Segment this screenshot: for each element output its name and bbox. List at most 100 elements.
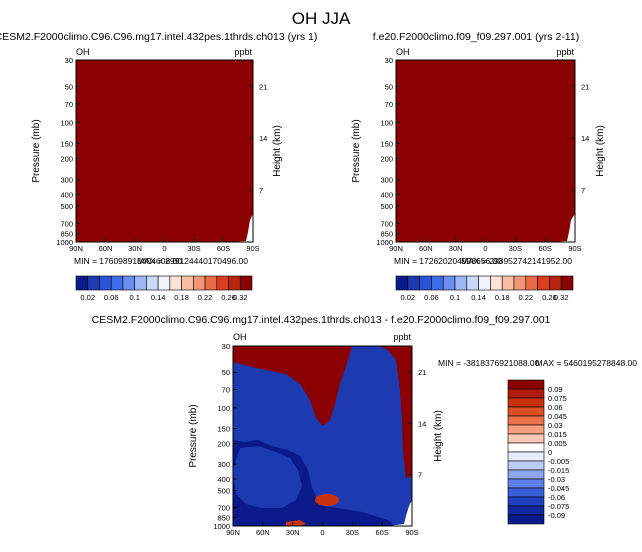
y-tick-label: 500: [60, 202, 73, 211]
y-right-tick-label: 14: [581, 134, 589, 143]
colorbar-label: 0.22: [518, 293, 533, 302]
x-tick-label: 60S: [375, 528, 388, 537]
panel-model-a: CESM2.F2000climo.C96.C96.mg17.intel.432p…: [0, 31, 317, 302]
y-tick-label: 200: [217, 439, 230, 448]
y-tick-label: 100: [380, 118, 393, 127]
panel-diff-max: MAX = 5460195278848.00: [536, 358, 638, 368]
colorbar-swatch: [395, 275, 409, 291]
panel-model-b: f.e20.F2000climo.f09_f09.297.001 (yrs 2-…: [351, 31, 606, 302]
colorbar-label: 0.26: [542, 293, 557, 302]
colorbar-label: 0.06: [548, 403, 563, 412]
colorbar-swatch: [560, 275, 574, 291]
colorbar-swatch: [507, 478, 545, 489]
colorbar-swatch: [146, 275, 159, 291]
y-tick-label: 400: [380, 190, 393, 199]
y-tick-label: 70: [65, 100, 73, 109]
y-tick-label: 200: [60, 154, 73, 163]
panel-b-title: f.e20.F2000climo.f09_f09.297.001 (yrs 2-…: [373, 31, 579, 43]
panel-diff-title: CESM2.F2000climo.C96.C96.mg17.intel.432p…: [92, 314, 551, 326]
colorbar-swatch: [549, 275, 562, 291]
x-tick-label: 60N: [419, 244, 433, 253]
y-tick-label: 500: [217, 486, 230, 495]
y-tick-label: 500: [380, 202, 393, 211]
y-right-tick-label: 21: [259, 82, 267, 91]
colorbar-swatch: [110, 275, 124, 291]
colorbar-label: -0.03: [548, 475, 565, 484]
x-tick-label: 0: [162, 244, 166, 253]
panel-b-ylabel: Pressure (mb): [351, 119, 362, 182]
y-tick-label: 700: [217, 504, 230, 513]
figure-title: OH JJA: [292, 9, 351, 28]
colorbar-swatch: [454, 275, 468, 291]
colorbar-swatch: [99, 275, 112, 291]
colorbar-label: 0.18: [495, 293, 510, 302]
panel-diff-left-label: OH: [233, 332, 247, 342]
y-tick-label: 50: [65, 83, 73, 92]
panel-a-ylabel: Pressure (mb): [31, 119, 42, 182]
colorbar-swatch: [525, 275, 538, 291]
colorbar-swatch: [466, 275, 479, 291]
x-tick-label: 30N: [449, 244, 463, 253]
colorbar-swatch: [87, 275, 100, 291]
colorbar-label: -0.045: [548, 484, 569, 493]
diff-region-negative-mid: [233, 446, 302, 508]
colorbar-label: 0: [548, 448, 552, 457]
y-right-tick-label: 7: [259, 186, 263, 195]
x-tick-label: 90N: [69, 244, 83, 253]
colorbar-label: 0.18: [174, 293, 189, 302]
colorbar-a: 0.02 0.06 0.1 0.14 0.18 0.22 0.260.32: [75, 275, 253, 302]
x-tick-label: 60N: [256, 528, 270, 537]
colorbar-swatch: [537, 275, 550, 291]
x-tick-label: 90N: [389, 244, 403, 253]
diff-region-surface-red: [286, 520, 306, 526]
colorbar-swatch: [419, 275, 432, 291]
colorbar-swatch: [122, 275, 135, 291]
panel-a-left-label: OH: [76, 47, 90, 57]
x-tick-label: 0: [483, 244, 487, 253]
panel-b-right-label: ppbt: [556, 47, 574, 57]
colorbar-label: 0.02: [80, 293, 95, 302]
colorbar-swatch: [442, 275, 456, 291]
y-right-tick-label: 7: [418, 471, 422, 480]
colorbar-swatch: [507, 460, 545, 471]
y-tick-label: 150: [217, 425, 230, 434]
colorbar-label: 0.1: [450, 293, 460, 302]
diff-surface-notch: [388, 500, 412, 526]
colorbar-diff: 0.090.0750.060.0450.030.0150.0050-0.005-…: [507, 379, 569, 525]
y-right-tick-label: 7: [581, 186, 585, 195]
colorbar-label: 0.06: [104, 293, 119, 302]
y-tick-label: 150: [380, 140, 393, 149]
panel-b-ylabel-right: Height (km): [595, 125, 606, 177]
colorbar-label: -0.005: [548, 457, 569, 466]
x-tick-label: 30S: [509, 244, 522, 253]
y-tick-label: 150: [60, 140, 73, 149]
y-right-tick-label: 14: [259, 134, 267, 143]
panel-b-max: MAX = 298952742141952.00: [461, 256, 572, 266]
x-tick-label: 90S: [405, 528, 418, 537]
panel-a-plot: [75, 59, 254, 243]
x-tick-label: 30S: [346, 528, 359, 537]
x-tick-label: 0: [320, 528, 324, 537]
colorbar-swatch: [134, 275, 147, 291]
panel-b-left-label: OH: [396, 47, 410, 57]
colorbar-label: -0.09: [548, 511, 565, 520]
colorbar-swatch: [431, 275, 444, 291]
colorbar-swatch: [507, 505, 545, 516]
colorbar-label: 0.015: [548, 430, 567, 439]
x-tick-label: 30S: [187, 244, 200, 253]
colorbar-swatch: [507, 442, 545, 453]
colorbar-swatch: [507, 451, 545, 462]
y-right-tick-label: 14: [418, 419, 426, 428]
colorbar-swatch: [181, 275, 194, 291]
colorbar-swatch: [169, 275, 182, 291]
x-tick-label: 90S: [568, 244, 581, 253]
colorbar-label: -0.015: [548, 466, 569, 475]
panel-diff-min: MIN = -3818376921088.00: [438, 358, 540, 368]
panel-a-min: MIN = 176098910404608.00: [74, 256, 182, 266]
panel-diff-right-label: ppbt: [393, 332, 411, 342]
colorbar-label: 0.32: [554, 293, 569, 302]
x-tick-label: 60N: [99, 244, 113, 253]
